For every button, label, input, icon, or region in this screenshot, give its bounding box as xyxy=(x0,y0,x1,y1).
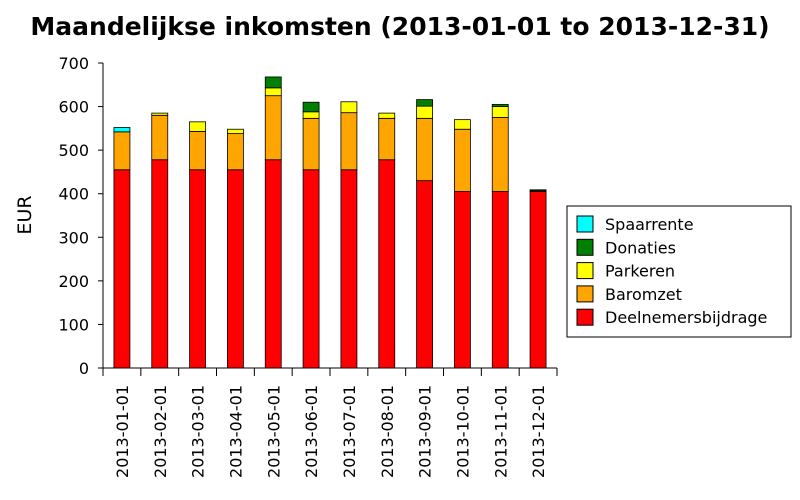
bar-segment-deelnemersbijdrage-2013-02-01 xyxy=(151,159,169,369)
y-tick-label-600: 600 xyxy=(58,98,89,117)
x-tick-label-2013-09-01: 2013-09-01 xyxy=(416,385,435,478)
bar-segment-baromzet-2013-09-01 xyxy=(416,117,433,182)
bar-segment-deelnemersbijdrage-2013-11-01 xyxy=(491,191,509,369)
chart-title: Maandelijkse inkomsten (2013-01-01 to 20… xyxy=(30,12,769,41)
x-tick-label-2013-03-01: 2013-03-01 xyxy=(189,385,208,478)
x-tick-label-2013-07-01: 2013-07-01 xyxy=(340,385,359,478)
bar-segment-baromzet-2013-08-01 xyxy=(378,117,396,161)
bar-segment-parkeren-2013-08-01 xyxy=(378,112,396,119)
x-tick-label-2013-11-01: 2013-11-01 xyxy=(491,385,510,478)
x-tick-label-2013-04-01: 2013-04-01 xyxy=(226,385,245,478)
legend-swatch-donaties xyxy=(576,238,594,256)
legend-box xyxy=(566,205,792,338)
bar-segment-donaties-2013-11-01 xyxy=(491,103,509,107)
y-tick-label-300: 300 xyxy=(58,228,89,247)
bar-segment-deelnemersbijdrage-2013-09-01 xyxy=(416,180,433,369)
bar-segment-deelnemersbijdrage-2013-08-01 xyxy=(378,159,396,369)
bars-layer xyxy=(113,76,547,369)
y-tick-label-200: 200 xyxy=(58,272,89,291)
bar-segment-donaties-2013-09-01 xyxy=(416,99,433,107)
x-tick-label-2013-02-01: 2013-02-01 xyxy=(151,385,170,478)
bar-segment-parkeren-2013-06-01 xyxy=(302,111,320,119)
bar-segment-donaties-2013-06-01 xyxy=(302,101,320,113)
bar-segment-deelnemersbijdrage-2013-05-01 xyxy=(264,159,282,369)
bar-segment-deelnemersbijdrage-2013-03-01 xyxy=(189,169,206,369)
bar-segment-baromzet-2013-01-01 xyxy=(113,131,131,171)
bar-segment-baromzet-2013-06-01 xyxy=(302,117,320,171)
bar-segment-baromzet-2013-04-01 xyxy=(227,133,244,171)
bar-segment-deelnemersbijdrage-2013-10-01 xyxy=(454,191,471,369)
bar-segment-parkeren-2013-02-01 xyxy=(151,112,169,116)
legend-label-parkeren: Parkeren xyxy=(605,262,675,281)
bar-segment-baromzet-2013-02-01 xyxy=(151,114,169,161)
bar-segment-baromzet-2013-07-01 xyxy=(340,112,358,171)
legend: Spaarrente Donaties Parkeren Baromzet Deelne… xyxy=(566,205,792,338)
bar-segment-donaties-2013-05-01 xyxy=(264,76,282,89)
bar-segment-baromzet-2013-05-01 xyxy=(264,95,282,161)
bar-segment-deelnemersbijdrage-2013-12-01 xyxy=(529,191,547,369)
bar-segment-parkeren-2013-07-01 xyxy=(340,101,358,114)
legend-label-spaarrente: Spaarrente xyxy=(605,215,694,234)
x-tick-label-2013-12-01: 2013-12-01 xyxy=(529,385,548,478)
y-tick-label-0: 0 xyxy=(79,359,89,378)
bar-segment-spaarrente-2013-01-01 xyxy=(113,127,131,133)
bar-segment-parkeren-2013-05-01 xyxy=(264,87,282,97)
bar-segment-baromzet-2013-03-01 xyxy=(189,131,206,171)
legend-swatch-baromzet xyxy=(576,285,594,303)
y-axis-label: EUR xyxy=(14,195,36,234)
legend-label-deelnemersbijdrage: Deelnemersbijdrage xyxy=(605,308,767,327)
bar-segment-deelnemersbijdrage-2013-01-01 xyxy=(113,169,131,369)
x-tick-label-2013-06-01: 2013-06-01 xyxy=(302,385,321,478)
y-tick-label-100: 100 xyxy=(58,315,89,334)
bar-segment-deelnemersbijdrage-2013-07-01 xyxy=(340,169,358,369)
bar-segment-baromzet-2013-10-01 xyxy=(454,128,471,192)
legend-swatch-deelnemersbijdrage xyxy=(576,308,594,326)
legend-swatch-spaarrente xyxy=(576,215,594,233)
x-tick-label-2013-08-01: 2013-08-01 xyxy=(378,385,397,478)
bar-segment-baromzet-2013-11-01 xyxy=(491,117,509,192)
bar-segment-parkeren-2013-04-01 xyxy=(227,128,244,134)
bar-segment-parkeren-2013-11-01 xyxy=(491,106,509,118)
y-tick-label-700: 700 xyxy=(58,54,89,73)
y-tick-label-500: 500 xyxy=(58,141,89,160)
bar-segment-parkeren-2013-03-01 xyxy=(189,121,206,132)
bar-segment-parkeren-2013-09-01 xyxy=(416,105,433,119)
bar-segment-parkeren-2013-10-01 xyxy=(454,119,471,130)
x-tick-label-2013-05-01: 2013-05-01 xyxy=(264,385,283,478)
x-tick-label-2013-01-01: 2013-01-01 xyxy=(113,385,132,478)
bar-segment-deelnemersbijdrage-2013-06-01 xyxy=(302,169,320,369)
bar-segment-deelnemersbijdrage-2013-04-01 xyxy=(227,169,244,369)
x-tick-label-2013-10-01: 2013-10-01 xyxy=(453,385,472,478)
legend-label-donaties: Donaties xyxy=(605,238,676,257)
y-tick-label-400: 400 xyxy=(58,185,89,204)
legend-swatch-parkeren xyxy=(576,262,594,280)
legend-label-baromzet: Baromzet xyxy=(605,285,682,304)
axes-layer: 0 100 200 300 400 500 600 700 2013-01-01 2013-02-… xyxy=(58,54,558,478)
bar-segment-parkeren-2013-12-01 xyxy=(529,189,547,192)
